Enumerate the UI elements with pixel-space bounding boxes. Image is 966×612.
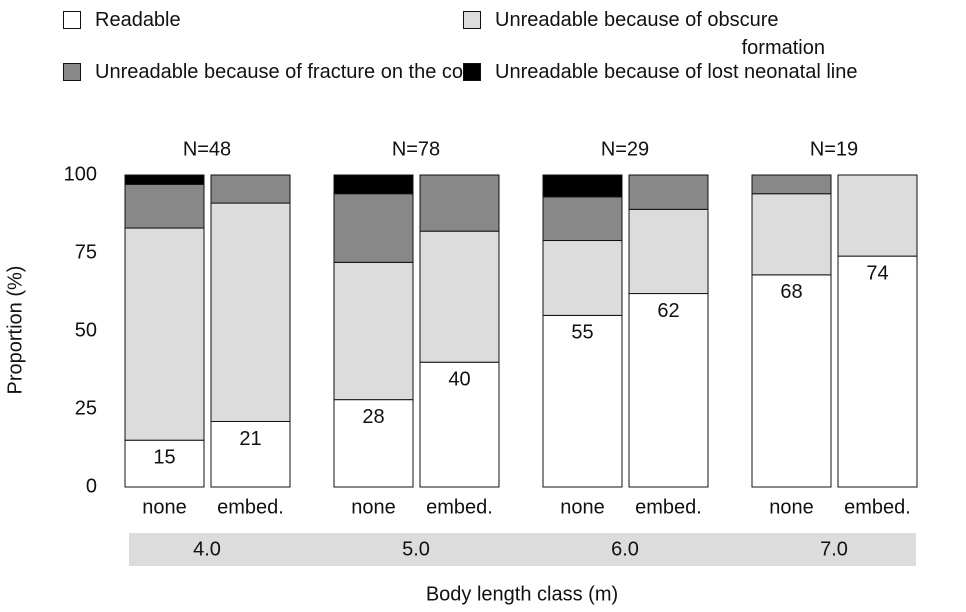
bar-segment	[333, 174, 414, 195]
group-annotation: N=29	[601, 138, 649, 160]
group-band	[129, 533, 916, 566]
bar-segment	[124, 227, 205, 441]
x-tick-label: embed.	[844, 496, 911, 518]
group-label: 4.0	[193, 538, 221, 560]
y-tick-label: 0	[86, 475, 97, 497]
bar-segment	[210, 174, 291, 204]
bar-segment	[542, 196, 623, 242]
bar-segment	[542, 240, 623, 316]
y-tick-label: 25	[75, 397, 97, 419]
legend-label: Unreadable because of obscure formation	[495, 9, 825, 59]
group-label: 5.0	[402, 538, 430, 560]
bar-segment	[628, 293, 709, 488]
y-tick-label: 50	[75, 319, 97, 341]
group-label: 7.0	[820, 538, 848, 560]
y-axis-title: Proportion (%)	[4, 266, 26, 395]
x-tick-label: embed.	[217, 496, 284, 518]
bar-segment	[542, 314, 623, 488]
data-label: 15	[153, 446, 175, 468]
legend-label: Unreadable because of fracture on the co…	[95, 61, 481, 83]
x-tick-label: embed.	[635, 496, 702, 518]
bar-segment	[419, 230, 500, 363]
bar-segment	[837, 174, 918, 257]
group-annotation: N=48	[183, 138, 231, 160]
y-tick-label: 75	[75, 241, 97, 263]
bar-segment	[628, 208, 709, 295]
data-label: 40	[448, 368, 470, 390]
legend-swatch	[463, 11, 481, 29]
bar-segment	[124, 439, 205, 488]
group-label: 6.0	[611, 538, 639, 560]
bar-segment	[751, 274, 832, 488]
x-tick-label: none	[769, 496, 814, 518]
x-tick-label: embed.	[426, 496, 493, 518]
data-label: 62	[657, 300, 679, 322]
bar-segment	[333, 193, 414, 263]
legend-swatch	[63, 63, 81, 81]
x-tick-label: none	[142, 496, 187, 518]
bar-segment	[210, 420, 291, 488]
bar-segment	[124, 183, 205, 229]
bar-segment	[210, 202, 291, 422]
bar-segment	[419, 174, 500, 232]
data-label: 74	[866, 262, 888, 284]
data-label: 28	[362, 406, 384, 428]
bar-segment	[542, 174, 623, 198]
legend-label: Unreadable because of lost neonatal line	[495, 61, 858, 83]
bar-segment	[124, 174, 205, 185]
legend-swatch	[463, 63, 481, 81]
x-tick-label: none	[560, 496, 605, 518]
y-tick-label: 100	[64, 163, 97, 185]
bar-segment	[751, 193, 832, 276]
x-axis-title: Body length class (m)	[426, 583, 618, 605]
bar-segment	[837, 255, 918, 488]
legend-swatch	[63, 11, 81, 29]
x-tick-label: none	[351, 496, 396, 518]
group-annotation: N=19	[810, 138, 858, 160]
data-label: 21	[239, 428, 261, 450]
data-label: 68	[780, 281, 802, 303]
bar-segment	[628, 174, 709, 210]
bar-segment	[751, 174, 832, 195]
group-annotation: N=78	[392, 138, 440, 160]
data-label: 55	[571, 322, 593, 344]
legend-label: Readable	[95, 9, 181, 31]
bar-segment	[333, 261, 414, 401]
bar-segment	[419, 361, 500, 488]
